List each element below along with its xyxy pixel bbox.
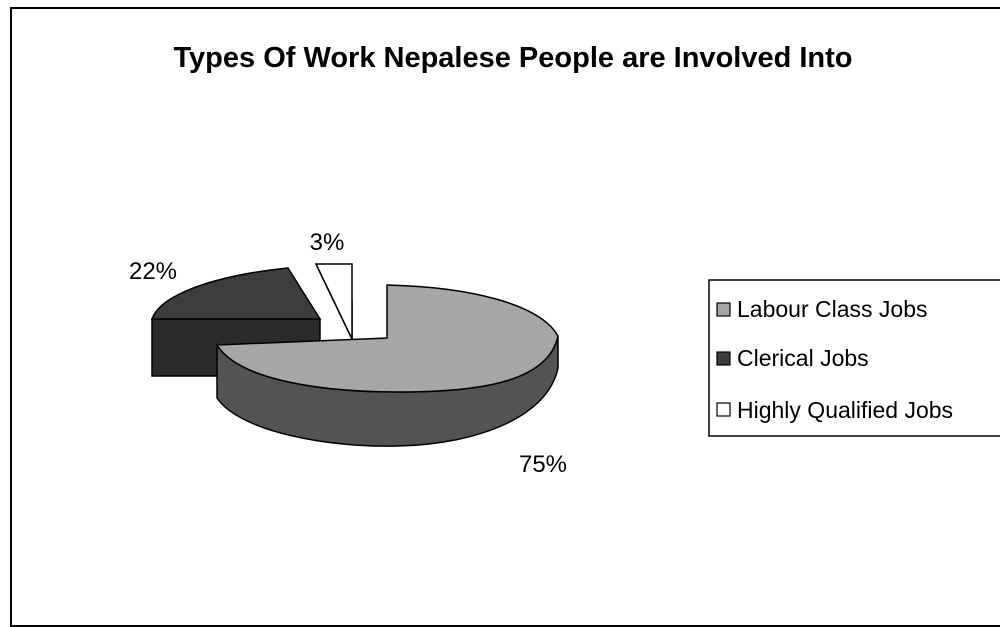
data-label-clerical-jobs: 22% — [129, 258, 177, 285]
slice-highly-qualified-jobs[interactable] — [314, 263, 353, 340]
slice-clerical-jobs[interactable] — [150, 267, 322, 320]
legend-item-clerical-jobs[interactable]: Clerical Jobs — [716, 345, 869, 371]
legend-swatch-clerical-jobs — [716, 351, 731, 366]
legend-label-labour-class-jobs: Labour Class Jobs — [737, 296, 928, 322]
legend-box — [708, 279, 1000, 437]
legend-item-labour-class-jobs[interactable]: Labour Class Jobs — [716, 296, 928, 322]
legend-label-highly-qualified-jobs: Highly Qualified Jobs — [737, 397, 953, 423]
chart-title: Types Of Work Nepalese People are Involv… — [173, 42, 852, 74]
pie-group — [150, 263, 559, 447]
slice-labour-class-jobs[interactable] — [215, 284, 559, 393]
legend-label-clerical-jobs: Clerical Jobs — [737, 345, 869, 371]
legend: Labour Class Jobs Clerical Jobs Highly Q… — [708, 279, 1000, 437]
legend-item-highly-qualified-jobs[interactable]: Highly Qualified Jobs — [716, 397, 953, 423]
data-label-highly-qualified-jobs: 3% — [310, 229, 345, 256]
pie-chart: Types Of Work Nepalese People are Involv… — [129, 42, 1000, 478]
data-label-labour-class-jobs: 75% — [519, 451, 567, 478]
legend-swatch-labour-class-jobs — [716, 302, 731, 317]
legend-swatch-highly-qualified-jobs — [716, 402, 731, 417]
